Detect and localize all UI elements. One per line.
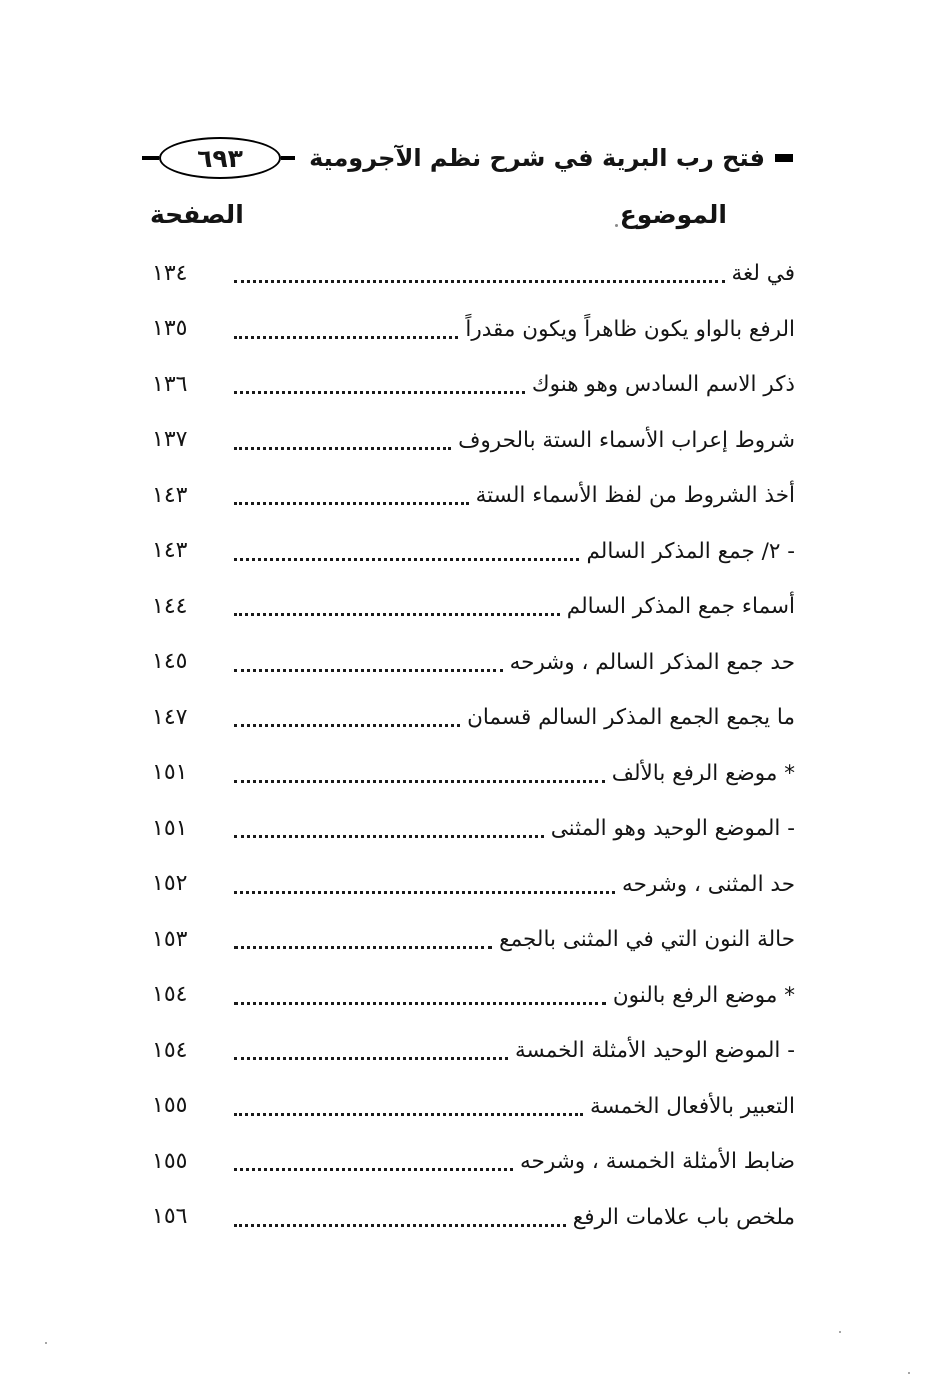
scan-speck <box>908 1372 910 1374</box>
toc-list: في لغة ١٣٤ الرفع بالواو يكون ظاهراً ويكو… <box>152 246 795 1245</box>
toc-row: الرفع بالواو يكون ظاهراً ويكون مقدراً ١٣… <box>152 302 795 358</box>
toc-page-number: ١٣٦ <box>152 371 188 397</box>
toc-row: حد جمع المذكر السالم ، وشرحه ١٤٥ <box>152 635 795 691</box>
dotted-leader <box>234 1168 514 1172</box>
toc-page-number: ١٥٦ <box>152 1204 188 1230</box>
dotted-leader <box>234 557 580 561</box>
toc-page-number: ١٥٢ <box>152 871 188 897</box>
toc-page-number: ١٤٣ <box>152 538 188 564</box>
toc-topic: في لغة <box>731 261 795 286</box>
toc-topic: ما يجمع الجمع المذكر السالم قسمان <box>467 705 795 730</box>
toc-page-number: ١٣٧ <box>152 427 188 453</box>
toc-topic: * موضع الرفع بالنون <box>612 982 795 1008</box>
dotted-leader <box>234 779 605 783</box>
dotted-leader <box>234 1112 583 1116</box>
toc-topic: شروط إعراب الأسماء الستة بالحروف <box>458 427 795 453</box>
toc-topic: حالة النون التي في المثنى بالجمع <box>499 927 795 952</box>
scan-speck <box>839 1331 841 1333</box>
toc-topic: حد جمع المذكر السالم ، وشرحه <box>509 649 795 675</box>
toc-topic: * موضع الرفع بالألف <box>611 760 795 786</box>
dotted-leader <box>234 391 525 395</box>
toc-topic: - الموضع الوحيد الأمثلة الخمسة <box>515 1038 795 1063</box>
scan-speck <box>45 1342 47 1344</box>
toc-topic: - ٢/ جمع المذكر السالم <box>586 538 795 564</box>
toc-row: ملخص باب علامات الرفع ١٥٦ <box>152 1190 795 1246</box>
column-header-page: الصفحة <box>150 200 244 229</box>
toc-page-number: ١٥٥ <box>152 1148 188 1174</box>
dotted-leader <box>234 1001 606 1005</box>
toc-row: - الموضع الوحيد وهو المثنى ١٥١ <box>152 801 795 857</box>
scan-speck <box>615 224 618 227</box>
toc-topic: الرفع بالواو يكون ظاهراً ويكون مقدراً <box>465 316 795 342</box>
dotted-leader <box>234 1223 566 1227</box>
toc-page-number: ١٥٤ <box>152 1037 188 1063</box>
toc-row: شروط إعراب الأسماء الستة بالحروف ١٣٧ <box>152 413 795 469</box>
toc-row: - الموضع الوحيد الأمثلة الخمسة ١٥٤ <box>152 1023 795 1079</box>
toc-page-number: ١٤٥ <box>152 649 188 675</box>
toc-topic: ضابط الأمثلة الخمسة ، وشرحه <box>520 1149 795 1174</box>
toc-row: أخذ الشروط من لفظ الأسماء الستة ١٤٣ <box>152 468 795 524</box>
toc-topic: أسماء جمع المذكر السالم <box>566 594 795 619</box>
header-rule-middle <box>281 156 296 160</box>
toc-topic: التعبير بالأفعال الخمسة <box>589 1093 795 1119</box>
dotted-leader <box>234 1057 509 1061</box>
toc-page-number: ١٤٤ <box>152 593 188 619</box>
toc-page-number: ١٣٤ <box>152 260 188 286</box>
dotted-leader <box>234 724 461 728</box>
dotted-leader <box>234 280 725 284</box>
toc-page-number: ١٥١ <box>152 815 188 841</box>
toc-topic: - الموضع الوحيد وهو المثنى <box>550 816 795 841</box>
toc-row: ضابط الأمثلة الخمسة ، وشرحه ١٥٥ <box>152 1134 795 1190</box>
toc-row: * موضع الرفع بالألف ١٥١ <box>152 746 795 802</box>
page-header: ٦٩٣ فتح رب البرية في شرح نظم الآجرومية <box>142 134 793 182</box>
toc-row: حد المثنى ، وشرحه ١٥٢ <box>152 857 795 913</box>
dotted-leader <box>234 446 452 450</box>
toc-page-number: ١٥٥ <box>152 1093 188 1119</box>
toc-topic: ذكر الاسم السادس وهو هنوك <box>531 372 795 397</box>
dotted-leader <box>234 835 544 839</box>
toc-topic: أخذ الشروط من لفظ الأسماء الستة <box>475 483 795 508</box>
toc-row: أسماء جمع المذكر السالم ١٤٤ <box>152 579 795 635</box>
toc-row: حالة النون التي في المثنى بالجمع ١٥٣ <box>152 912 795 968</box>
toc-page-number: ١٥١ <box>152 760 188 786</box>
toc-row: التعبير بالأفعال الخمسة ١٥٥ <box>152 1079 795 1135</box>
dotted-leader <box>234 502 469 506</box>
toc-row: * موضع الرفع بالنون ١٥٤ <box>152 968 795 1024</box>
toc-page-number: ١٤٧ <box>152 704 188 730</box>
column-headers: الصفحة الموضوع <box>150 200 727 229</box>
dotted-leader <box>234 946 493 950</box>
dotted-leader <box>234 668 503 672</box>
dotted-leader <box>234 890 616 894</box>
toc-row: ما يجمع الجمع المذكر السالم قسمان ١٤٧ <box>152 690 795 746</box>
toc-row: - ٢/ جمع المذكر السالم ١٤٣ <box>152 524 795 580</box>
toc-page-number: ١٤٣ <box>152 482 188 508</box>
dotted-leader <box>234 613 560 617</box>
header-rule-left <box>142 156 159 160</box>
toc-row: في لغة ١٣٤ <box>152 246 795 302</box>
dotted-leader <box>234 335 459 339</box>
column-header-topic: الموضوع <box>619 200 727 229</box>
header-rule-right <box>775 154 793 162</box>
page-number-oval: ٦٩٣ <box>159 137 281 179</box>
toc-topic: ملخص باب علامات الرفع <box>572 1204 795 1230</box>
toc-topic: حد المثنى ، وشرحه <box>622 871 795 897</box>
book-title: فتح رب البرية في شرح نظم الآجرومية <box>309 143 765 172</box>
toc-row: ذكر الاسم السادس وهو هنوك ١٣٦ <box>152 357 795 413</box>
toc-page-number: ١٥٣ <box>152 926 188 952</box>
toc-page-number: ١٣٥ <box>152 316 188 342</box>
page-number: ٦٩٣ <box>197 143 243 173</box>
toc-page-number: ١٥٤ <box>152 982 188 1008</box>
